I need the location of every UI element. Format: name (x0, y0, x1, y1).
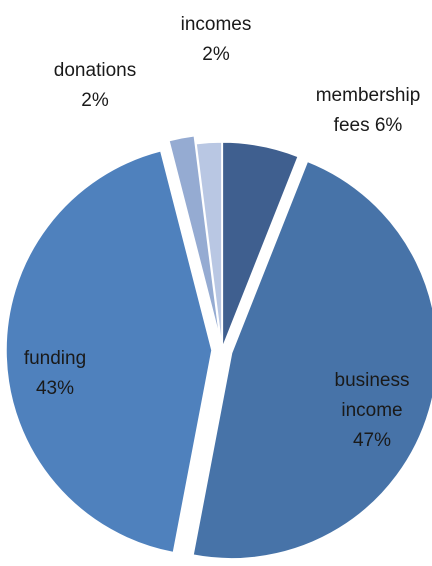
pie-slice-other-incomes (195, 141, 223, 349)
slice-label-funding: funding 43% (24, 348, 86, 399)
slice-label-line: incomes (181, 14, 252, 35)
slice-label-business-income: business income 47% (335, 370, 410, 451)
slice-label-line: 47% (353, 430, 391, 451)
slice-label-membership-fees: membership fees 6% (316, 85, 421, 136)
slice-label-line: other (194, 0, 238, 5)
slice-label-line: membership (316, 85, 421, 106)
slice-label-line: 2% (202, 44, 230, 65)
slice-label-donations: donations 2% (54, 60, 136, 111)
slice-label-other-incomes: other incomes 2% (181, 0, 252, 65)
slice-label-line: 2% (81, 90, 109, 111)
pie-slice-funding (5, 149, 213, 554)
pie-slice-donations (167, 134, 221, 341)
pie-slices (5, 134, 432, 560)
slice-label-line: income (341, 400, 402, 421)
pie-slice-business-income (192, 160, 432, 560)
slice-label-line: donations (54, 60, 136, 81)
slice-label-line: funding (24, 348, 86, 369)
slice-label-line: 43% (36, 378, 74, 399)
slice-label-line: fees 6% (334, 115, 403, 136)
pie-labels: membership fees 6% business income 47% fundin… (24, 0, 420, 451)
slice-label-line: business (335, 370, 410, 391)
